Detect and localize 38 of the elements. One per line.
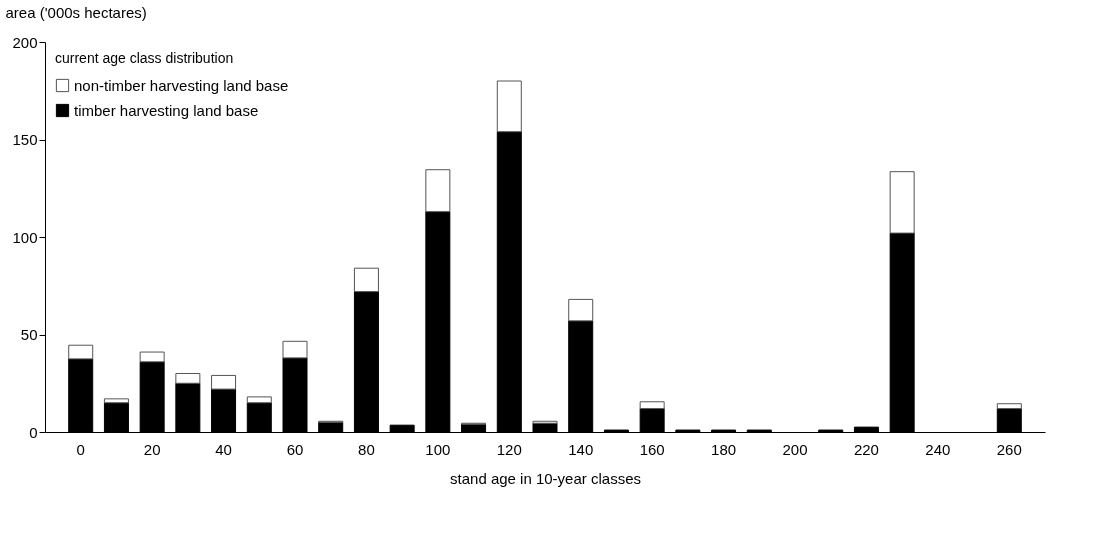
x-tick-label: 260 [996,440,1022,458]
bar [889,171,915,234]
bar [996,403,1022,410]
legend-label: non-timber harvesting land base [74,76,289,94]
bar [353,267,379,293]
x-tick-label: 120 [496,440,522,458]
y-tick-label: 50 [20,326,38,343]
x-tick-label: 20 [143,440,161,458]
bar [139,351,165,363]
x-tick-label: 200 [782,440,808,458]
bar [68,344,94,360]
bar [211,374,237,390]
bar [568,298,594,322]
bar [282,340,308,359]
x-tick-label: 40 [215,440,232,458]
bar [425,169,451,213]
y-tick-label: 100 [12,228,38,246]
y-axis-title: area ('000s hectares) [5,3,147,21]
x-tick-label: 100 [425,440,451,458]
bar [175,373,201,384]
x-tick-label: 80 [358,440,375,458]
x-tick-label: 220 [853,440,879,458]
x-tick-label: 0 [76,440,85,458]
bar [496,80,522,133]
x-axis-title: stand age in 10-year classes [450,469,641,487]
bar [103,398,129,404]
bar [246,396,272,404]
x-tick-label: 140 [568,440,594,458]
x-tick-label: 60 [286,440,304,458]
y-tick-label: 0 [29,423,38,441]
legend-label: timber harvesting land base [74,101,259,119]
y-tick-label: 200 [12,33,38,51]
x-tick-label: 180 [711,440,737,458]
x-tick-label: 240 [925,440,951,458]
x-tick-label: 160 [639,440,665,458]
legend-title: current age class distribution [55,50,234,66]
bar [639,401,665,410]
y-tick-label: 150 [12,131,38,148]
